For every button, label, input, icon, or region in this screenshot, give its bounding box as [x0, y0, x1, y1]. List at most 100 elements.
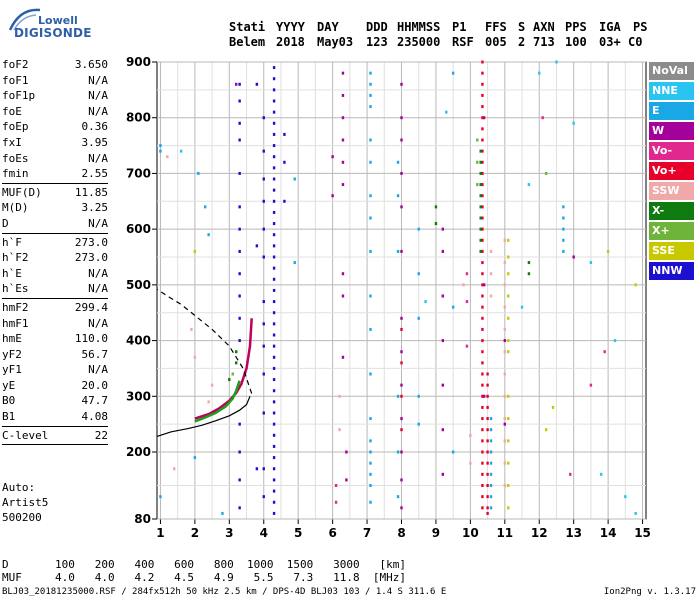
param-row: yE 20.0: [2, 378, 108, 394]
data-point-e: [396, 160, 400, 164]
data-point-e: [417, 422, 420, 426]
data-point-vo: [465, 300, 469, 304]
data-point-sse: [507, 294, 510, 298]
param-name: hmF1: [2, 316, 29, 330]
data-point-vo: [481, 405, 484, 409]
data-point-nnw: [272, 366, 276, 370]
data-point-w: [345, 450, 348, 454]
y-tick-label: 400: [126, 334, 151, 348]
data-point-ssw: [166, 155, 169, 159]
data-point-vo: [481, 495, 484, 499]
param-row: yF2 56.7: [2, 347, 108, 363]
param-name: foF2: [2, 58, 29, 71]
data-point-vo: [486, 439, 489, 443]
data-point-nnw: [262, 177, 265, 181]
data-point-vo: [481, 60, 484, 64]
header-label-11: PS: [633, 20, 648, 34]
data-point-ssw: [469, 461, 472, 465]
digisonde-logo-swoosh: [8, 8, 41, 31]
data-point-vo: [400, 428, 403, 432]
param-separator: [2, 232, 108, 234]
data-point-ssw: [503, 461, 507, 465]
x-tick-label: 3: [225, 526, 233, 540]
data-point-nnw: [262, 467, 265, 471]
param-value: 56.7: [81, 347, 109, 361]
param-name: h`E: [2, 266, 22, 280]
data-point-nnw: [238, 450, 241, 454]
legend-item-vo: Vo-: [649, 142, 694, 160]
param-value: N/A: [88, 363, 108, 377]
data-point-nnw: [272, 210, 276, 214]
data-point-w: [400, 116, 403, 120]
data-point-w: [400, 417, 403, 421]
data-point-e: [451, 71, 455, 75]
data-point-vo: [486, 506, 489, 510]
param-row: MUF(D) 11.85: [2, 185, 108, 201]
data-point-nnw: [262, 116, 265, 120]
data-point-e: [369, 500, 372, 504]
data-point-e: [369, 294, 372, 298]
data-point-vo: [481, 439, 484, 443]
y-tick-label: 80: [134, 512, 151, 526]
data-point-nnw: [262, 344, 265, 348]
param-value: 2.55: [81, 167, 109, 181]
data-point-sse: [634, 283, 637, 287]
data-point-nnw: [272, 344, 276, 348]
data-point-w: [341, 355, 345, 359]
data-point-nnw: [255, 82, 259, 86]
data-point-vo: [481, 171, 484, 175]
data-point-e: [221, 511, 224, 515]
data-point-ssw: [193, 355, 197, 359]
data-point-nne: [179, 149, 183, 153]
data-point-vo: [481, 484, 484, 487]
data-point-nne: [624, 495, 627, 499]
x-tick-label: 10: [462, 526, 479, 540]
data-point-vo: [481, 216, 484, 220]
header-value-2: May03: [317, 35, 354, 49]
y-tick-label: 500: [126, 278, 151, 292]
data-point-w: [503, 422, 507, 426]
data-point-nnw: [272, 222, 276, 226]
data-point-vo: [481, 361, 484, 365]
data-point-vo: [486, 428, 489, 432]
data-point-e: [562, 227, 565, 231]
data-point-nnw: [272, 444, 276, 448]
data-point-vo: [481, 127, 484, 131]
param-name: M(D): [2, 201, 29, 215]
data-point-vo: [400, 327, 403, 331]
data-point-e: [369, 82, 372, 86]
data-point-x: [231, 372, 234, 376]
artist-version: Artist5: [2, 496, 49, 509]
data-point-e: [451, 450, 455, 454]
legend-item-w: W: [649, 122, 694, 140]
data-point-nnw: [272, 144, 276, 148]
header-value-3: 123: [366, 35, 388, 49]
data-point-vo: [481, 71, 484, 75]
data-point-vo: [481, 227, 484, 231]
x-tick-label: 4: [260, 526, 268, 540]
y-tick-label: 900: [126, 55, 151, 69]
header-label-7: S: [518, 20, 526, 34]
header-label-3: DDD: [366, 20, 388, 34]
data-point-vo: [481, 428, 484, 432]
data-point-nnw: [262, 227, 265, 231]
data-point-w: [400, 249, 403, 253]
data-point-nnw: [272, 389, 276, 393]
data-point-nnw: [272, 244, 276, 248]
param-name: foF1p: [2, 89, 36, 103]
data-point-sse: [507, 238, 510, 242]
data-point-vo: [589, 383, 593, 387]
trace-extrapolated: [156, 288, 253, 394]
data-point-w: [341, 116, 345, 120]
parameter-list: foF2 3.650 foF1 N/A foF1p N/A foE N/A foEp 0.36 fx…: [2, 57, 108, 446]
data-point-w: [235, 82, 238, 86]
data-point-nnw: [238, 478, 241, 482]
param-name: h`Es: [2, 282, 29, 296]
data-point-nnw: [272, 177, 276, 181]
data-point-w: [482, 283, 486, 287]
data-point-x: [479, 149, 482, 153]
data-point-w: [341, 160, 345, 164]
data-point-w: [341, 183, 345, 187]
data-point-x: [235, 350, 238, 354]
data-point-e: [417, 394, 420, 398]
